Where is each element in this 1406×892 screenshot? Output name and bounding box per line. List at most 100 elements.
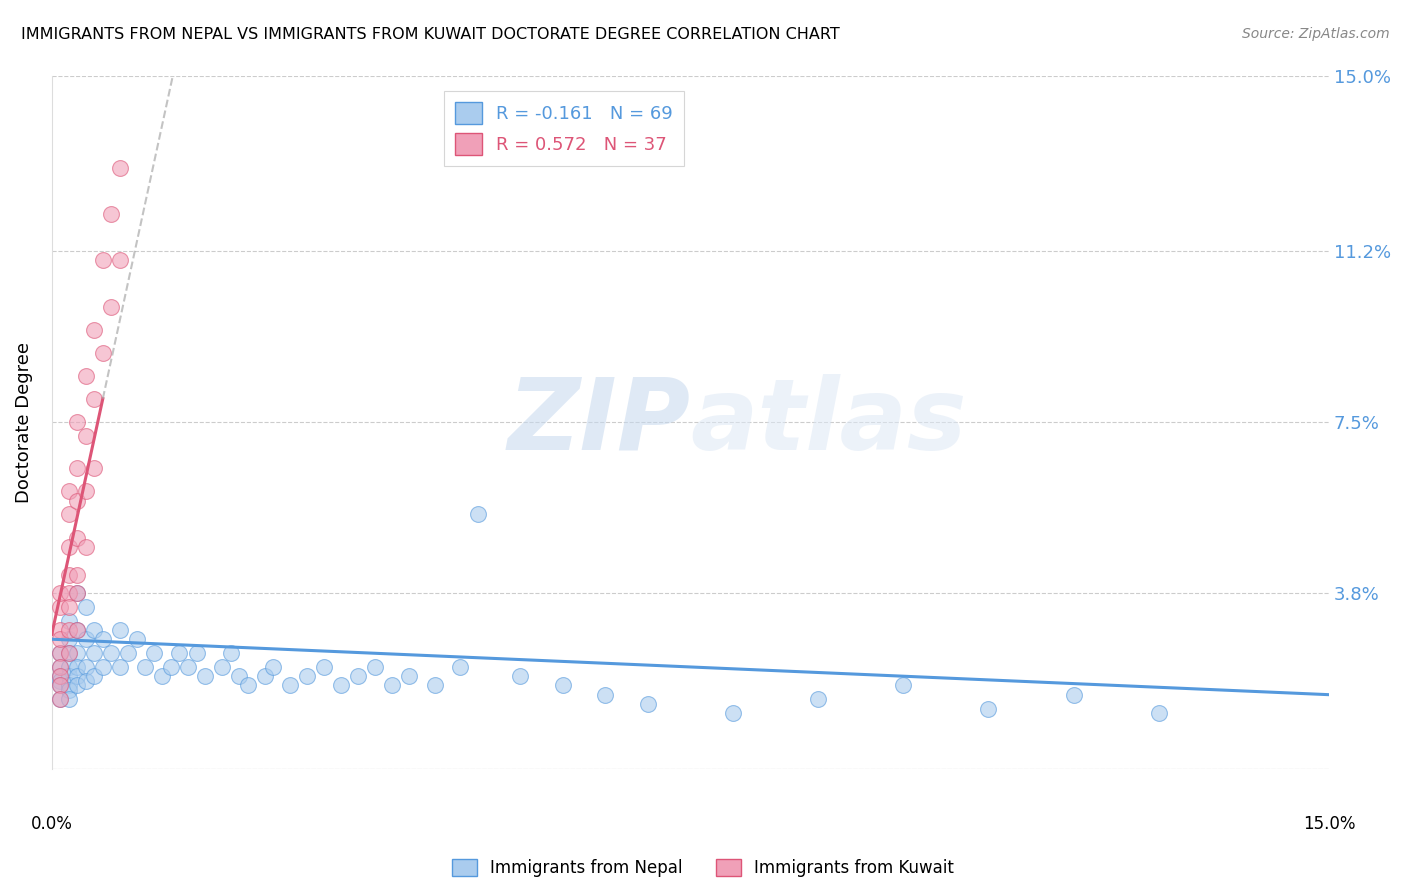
Point: [49, 678, 72, 692]
Point: [253, 669, 276, 683]
Point: [75, 660, 97, 674]
Point: [108, 623, 131, 637]
Text: 0.0%: 0.0%: [31, 814, 73, 833]
Point: [58, 508, 80, 522]
Point: [75, 673, 97, 688]
Point: [423, 678, 446, 692]
Point: [58, 567, 80, 582]
Point: [637, 697, 659, 711]
Point: [58, 669, 80, 683]
Point: [194, 669, 217, 683]
Point: [58, 660, 80, 674]
Text: atlas: atlas: [690, 374, 967, 471]
Point: [236, 678, 259, 692]
Point: [186, 646, 208, 660]
Point: [58, 586, 80, 600]
Point: [58, 540, 80, 554]
Point: [100, 207, 122, 221]
Point: [58, 599, 80, 614]
Point: [66, 669, 89, 683]
Point: [1147, 706, 1170, 721]
Text: IMMIGRANTS FROM NEPAL VS IMMIGRANTS FROM KUWAIT DOCTORATE DEGREE CORRELATION CHA: IMMIGRANTS FROM NEPAL VS IMMIGRANTS FROM…: [21, 27, 839, 42]
Point: [262, 660, 284, 674]
Point: [66, 586, 89, 600]
Point: [347, 669, 370, 683]
Point: [91, 345, 114, 359]
Point: [177, 660, 200, 674]
Point: [91, 632, 114, 647]
Point: [66, 567, 89, 582]
Point: [219, 646, 242, 660]
Point: [49, 632, 72, 647]
Point: [125, 632, 148, 647]
Point: [49, 660, 72, 674]
Point: [66, 493, 89, 508]
Point: [91, 660, 114, 674]
Point: [75, 429, 97, 443]
Point: [49, 692, 72, 706]
Point: [49, 669, 72, 683]
Point: [66, 678, 89, 692]
Legend: Immigrants from Nepal, Immigrants from Kuwait: Immigrants from Nepal, Immigrants from K…: [446, 852, 960, 884]
Point: [142, 646, 165, 660]
Point: [891, 678, 914, 692]
Point: [49, 599, 72, 614]
Point: [66, 531, 89, 545]
Point: [49, 586, 72, 600]
Point: [295, 669, 318, 683]
Point: [364, 660, 387, 674]
Point: [58, 646, 80, 660]
Point: [49, 646, 72, 660]
Text: 15.0%: 15.0%: [1303, 814, 1355, 833]
Point: [83, 646, 105, 660]
Point: [721, 706, 744, 721]
Point: [91, 253, 114, 268]
Point: [152, 669, 174, 683]
Text: Source: ZipAtlas.com: Source: ZipAtlas.com: [1241, 27, 1389, 41]
Point: [509, 669, 531, 683]
Point: [398, 669, 420, 683]
Point: [450, 660, 472, 674]
Point: [66, 623, 89, 637]
Point: [551, 678, 574, 692]
Point: [160, 660, 183, 674]
Point: [66, 415, 89, 429]
Point: [314, 660, 336, 674]
Point: [211, 660, 233, 674]
Point: [49, 692, 72, 706]
Point: [58, 614, 80, 628]
Point: [228, 669, 250, 683]
Point: [83, 623, 105, 637]
Point: [49, 623, 72, 637]
Point: [58, 484, 80, 499]
Point: [49, 646, 72, 660]
Point: [100, 646, 122, 660]
Point: [66, 461, 89, 475]
Y-axis label: Doctorate Degree: Doctorate Degree: [15, 342, 32, 502]
Point: [75, 368, 97, 383]
Point: [807, 692, 830, 706]
Point: [49, 678, 72, 692]
Point: [83, 323, 105, 337]
Point: [108, 161, 131, 175]
Point: [100, 300, 122, 314]
Point: [381, 678, 404, 692]
Point: [83, 461, 105, 475]
Point: [1063, 688, 1085, 702]
Point: [58, 623, 80, 637]
Point: [117, 646, 139, 660]
Point: [75, 484, 97, 499]
Point: [66, 586, 89, 600]
Legend: R = -0.161   N = 69, R = 0.572   N = 37: R = -0.161 N = 69, R = 0.572 N = 37: [444, 92, 683, 166]
Point: [49, 660, 72, 674]
Point: [278, 678, 301, 692]
Point: [83, 669, 105, 683]
Point: [593, 688, 616, 702]
Point: [66, 660, 89, 674]
Point: [75, 540, 97, 554]
Point: [977, 701, 1000, 715]
Point: [58, 692, 80, 706]
Point: [108, 253, 131, 268]
Point: [49, 673, 72, 688]
Point: [108, 660, 131, 674]
